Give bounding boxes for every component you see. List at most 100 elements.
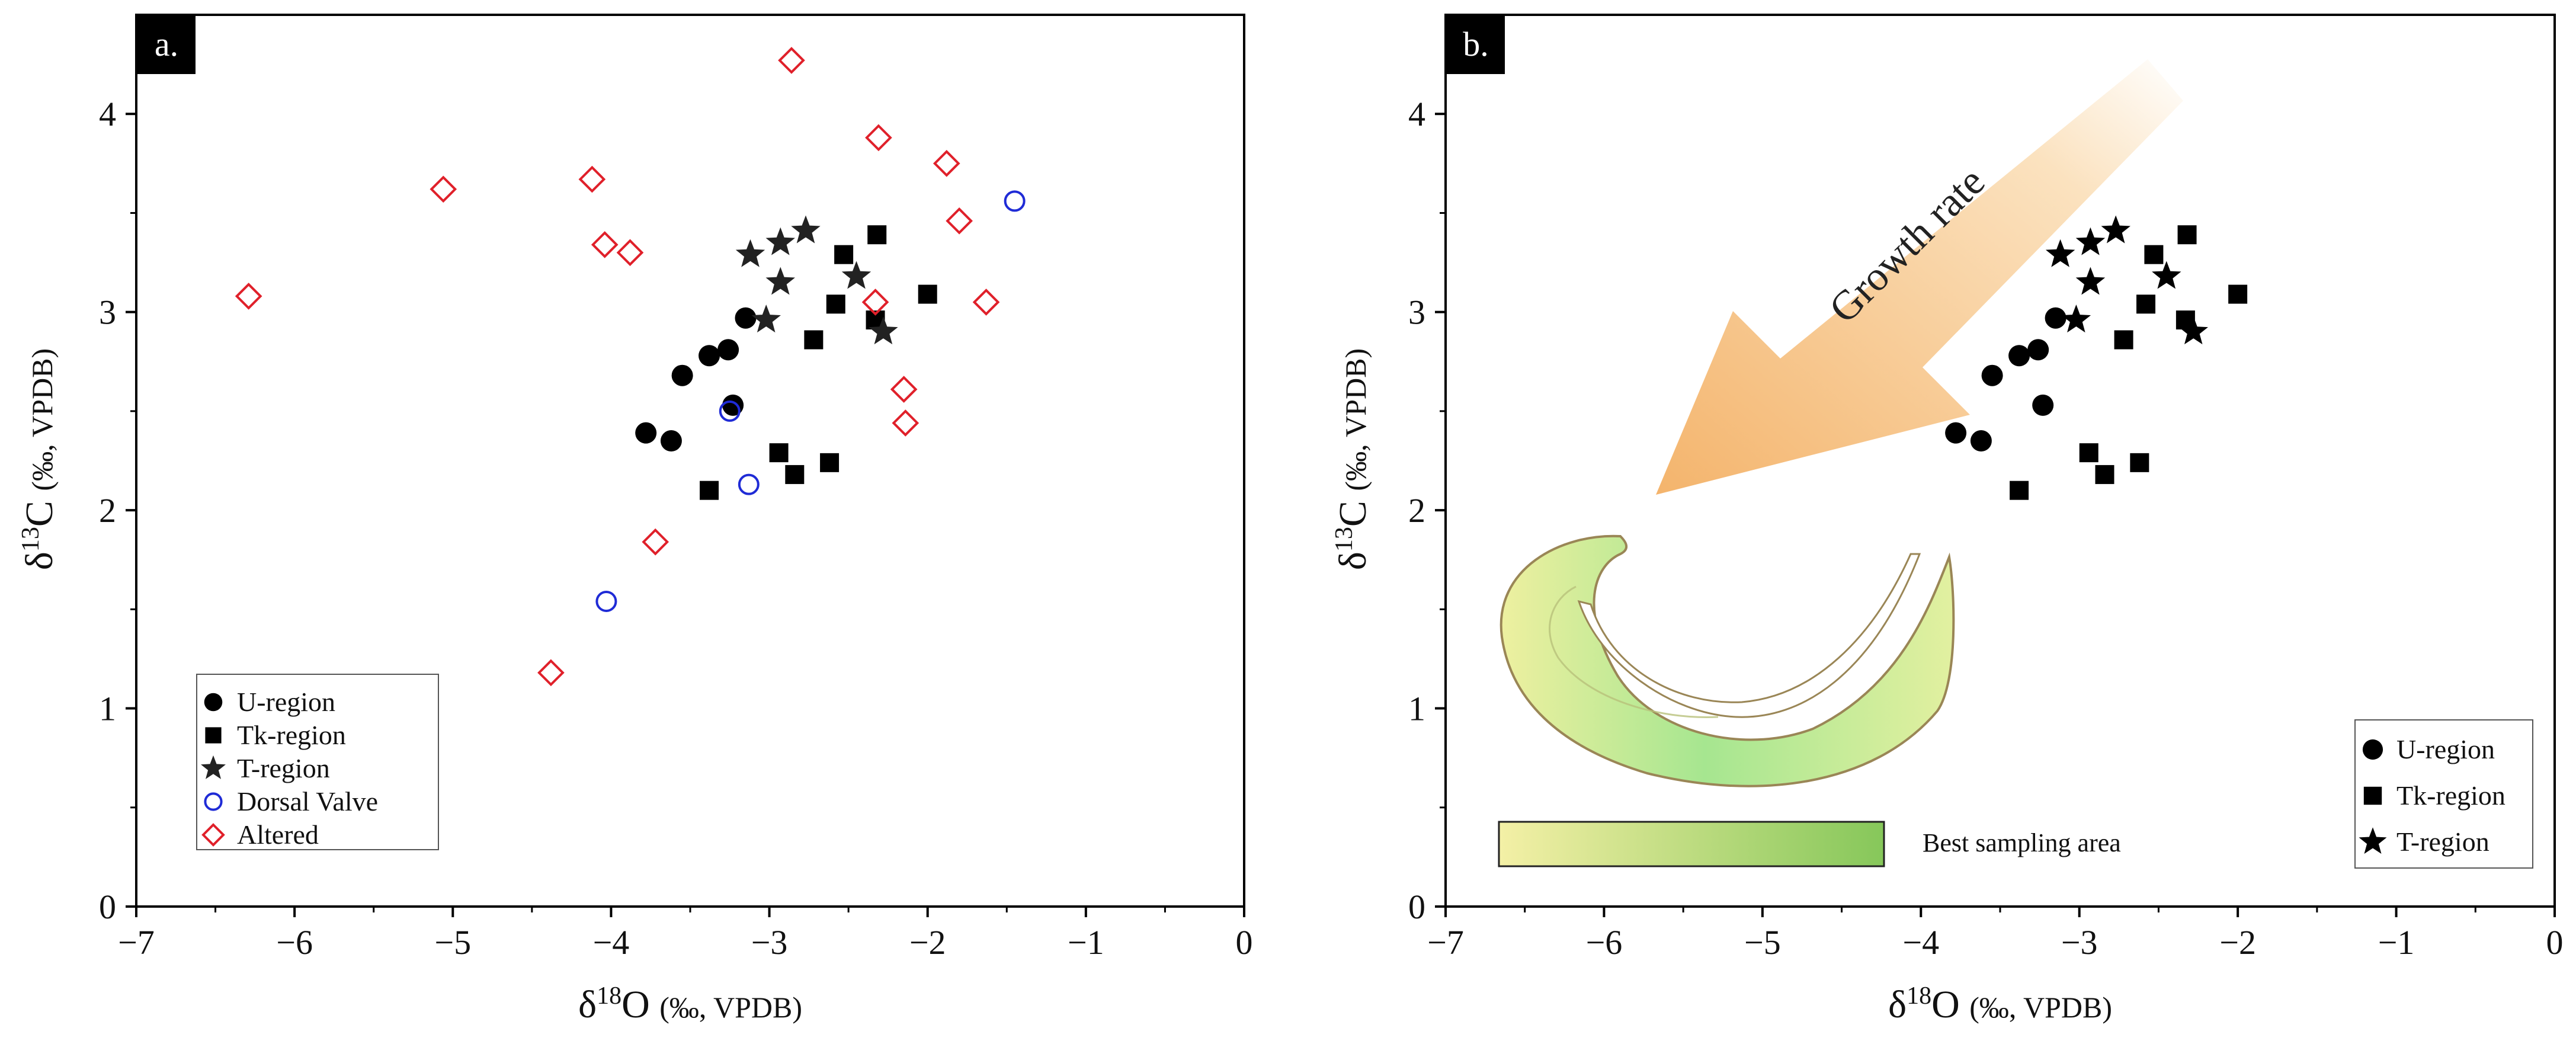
growth-rate-arrow: Growth rate bbox=[1656, 59, 2183, 495]
data-points bbox=[1945, 215, 2248, 500]
point-dorsal-valve bbox=[595, 590, 617, 612]
legend-label-u-region: U-region bbox=[237, 687, 335, 717]
point-t-region bbox=[2178, 316, 2208, 345]
y-tick-label: 3 bbox=[99, 293, 116, 332]
legend-label-tk-region: Tk-region bbox=[237, 720, 346, 750]
legend: U-region Tk-region T-region bbox=[2354, 719, 2533, 869]
legend-marker-t-region bbox=[201, 755, 226, 779]
point-t-region bbox=[2152, 261, 2181, 289]
point-altered bbox=[591, 231, 619, 258]
point-u-region bbox=[699, 345, 720, 367]
point-tk-region bbox=[2144, 245, 2164, 264]
point-dorsal-valve bbox=[1004, 190, 1026, 212]
y-tick-label: 1 bbox=[1408, 690, 1425, 728]
point-tk-region bbox=[820, 453, 840, 472]
legend-marker-t-region bbox=[2359, 827, 2387, 854]
point-t-region bbox=[2075, 227, 2106, 255]
point-t-region bbox=[869, 316, 898, 345]
legend-label-t-region: T-region bbox=[2396, 827, 2490, 857]
point-t-region bbox=[765, 267, 795, 295]
legend-label-dorsal-valve: Dorsal Valve bbox=[237, 786, 378, 816]
point-tk-region bbox=[826, 294, 845, 314]
point-tk-region bbox=[2177, 225, 2197, 245]
x-tick-label: −6 bbox=[1586, 923, 1623, 962]
point-altered bbox=[892, 409, 919, 437]
point-u-region bbox=[2045, 307, 2066, 329]
point-u-region bbox=[635, 422, 657, 444]
x-tick-label: −5 bbox=[434, 923, 471, 962]
point-tk-region bbox=[804, 330, 824, 350]
point-t-region bbox=[2101, 215, 2130, 244]
point-tk-region bbox=[785, 465, 805, 484]
point-altered bbox=[865, 124, 892, 152]
best-sampling-label: Best sampling area bbox=[1923, 828, 2121, 857]
panel-label: b. bbox=[1463, 25, 1489, 63]
y-tick-label: 0 bbox=[99, 888, 116, 926]
data-points bbox=[235, 47, 1026, 687]
axis-ticks: −7 −6 −5 −4 −3 −2 −1 0 0 1 2 3 4 bbox=[99, 95, 1253, 962]
x-axis-label: δ18O (‰, VPDB) bbox=[578, 982, 802, 1026]
x-tick-label: −7 bbox=[1427, 923, 1464, 962]
y-axis-label: δ13C (‰, VPDB) bbox=[1331, 348, 1374, 570]
point-u-region bbox=[722, 394, 744, 416]
legend-frame bbox=[2354, 719, 2533, 869]
point-u-region bbox=[1970, 430, 1992, 452]
x-tick-label: −7 bbox=[118, 923, 155, 962]
point-altered bbox=[861, 289, 889, 316]
point-dorsal-valve bbox=[719, 400, 741, 422]
y-tick-label: 2 bbox=[99, 491, 116, 530]
y-tick-label: 4 bbox=[99, 95, 116, 133]
point-tk-region bbox=[2136, 294, 2156, 314]
point-tk-region bbox=[2010, 481, 2029, 500]
x-axis-label: δ18O (‰, VPDB) bbox=[1888, 982, 2112, 1026]
point-altered bbox=[235, 283, 262, 310]
axis-ticks: −7 −6 −5 −4 −3 −2 −1 0 0 1 2 3 4 bbox=[1408, 95, 2564, 962]
x-tick-label: 0 bbox=[2546, 923, 2564, 962]
y-tick-label: 4 bbox=[1408, 95, 1425, 133]
point-tk-region bbox=[918, 284, 937, 304]
panel-tag bbox=[1447, 16, 1505, 74]
point-u-region bbox=[1945, 422, 1967, 444]
legend-marker-u-region bbox=[204, 693, 223, 712]
point-u-region bbox=[2008, 345, 2030, 367]
shell-illustration bbox=[1500, 534, 1955, 787]
y-tick-label: 2 bbox=[1408, 491, 1425, 530]
x-tick-label: −3 bbox=[751, 923, 788, 962]
y-tick-label: 3 bbox=[1408, 293, 1425, 332]
x-tick-label: 0 bbox=[1236, 923, 1253, 962]
x-tick-label: −4 bbox=[593, 923, 630, 962]
point-t-region bbox=[765, 227, 795, 255]
point-dorsal-valve bbox=[738, 473, 760, 495]
legend-marker-u-region bbox=[2362, 739, 2383, 760]
point-altered bbox=[890, 376, 918, 403]
point-tk-region bbox=[2079, 443, 2098, 463]
best-sampling-bar bbox=[1498, 821, 1885, 867]
point-altered bbox=[537, 659, 565, 687]
x-tick-label: −1 bbox=[1068, 923, 1104, 962]
point-tk-region bbox=[867, 225, 887, 245]
point-t-region bbox=[2075, 267, 2106, 295]
point-t-region bbox=[841, 261, 872, 289]
panel-a: −7 −6 −5 −4 −3 −2 −1 0 0 1 2 3 4 a. U-regionTk-regio… bbox=[17, 14, 1253, 1026]
legend-label-t-region: T-region bbox=[237, 753, 330, 783]
legend-label-altered: Altered bbox=[237, 819, 319, 850]
x-tick-label: −5 bbox=[1744, 923, 1781, 962]
panel-tag bbox=[137, 16, 196, 74]
x-tick-label: −3 bbox=[2061, 923, 2098, 962]
legend-marker-altered bbox=[201, 823, 225, 847]
point-altered bbox=[933, 150, 960, 177]
point-altered bbox=[778, 47, 805, 74]
point-tk-region bbox=[2095, 465, 2114, 484]
x-tick-label: −1 bbox=[2378, 923, 2415, 962]
point-t-region bbox=[2045, 239, 2075, 267]
point-u-region bbox=[2032, 394, 2054, 416]
panel-b: −7 −6 −5 −4 −3 −2 −1 0 0 1 2 3 4 Growth rate Best sa… bbox=[1331, 14, 2564, 1026]
point-t-region bbox=[2061, 305, 2091, 333]
legend-marker-tk-region bbox=[205, 727, 222, 744]
x-tick-label: −6 bbox=[276, 923, 313, 962]
point-u-region bbox=[2027, 339, 2049, 361]
x-tick-label: −4 bbox=[1902, 923, 1939, 962]
point-u-region bbox=[717, 339, 739, 361]
point-altered bbox=[642, 528, 669, 556]
